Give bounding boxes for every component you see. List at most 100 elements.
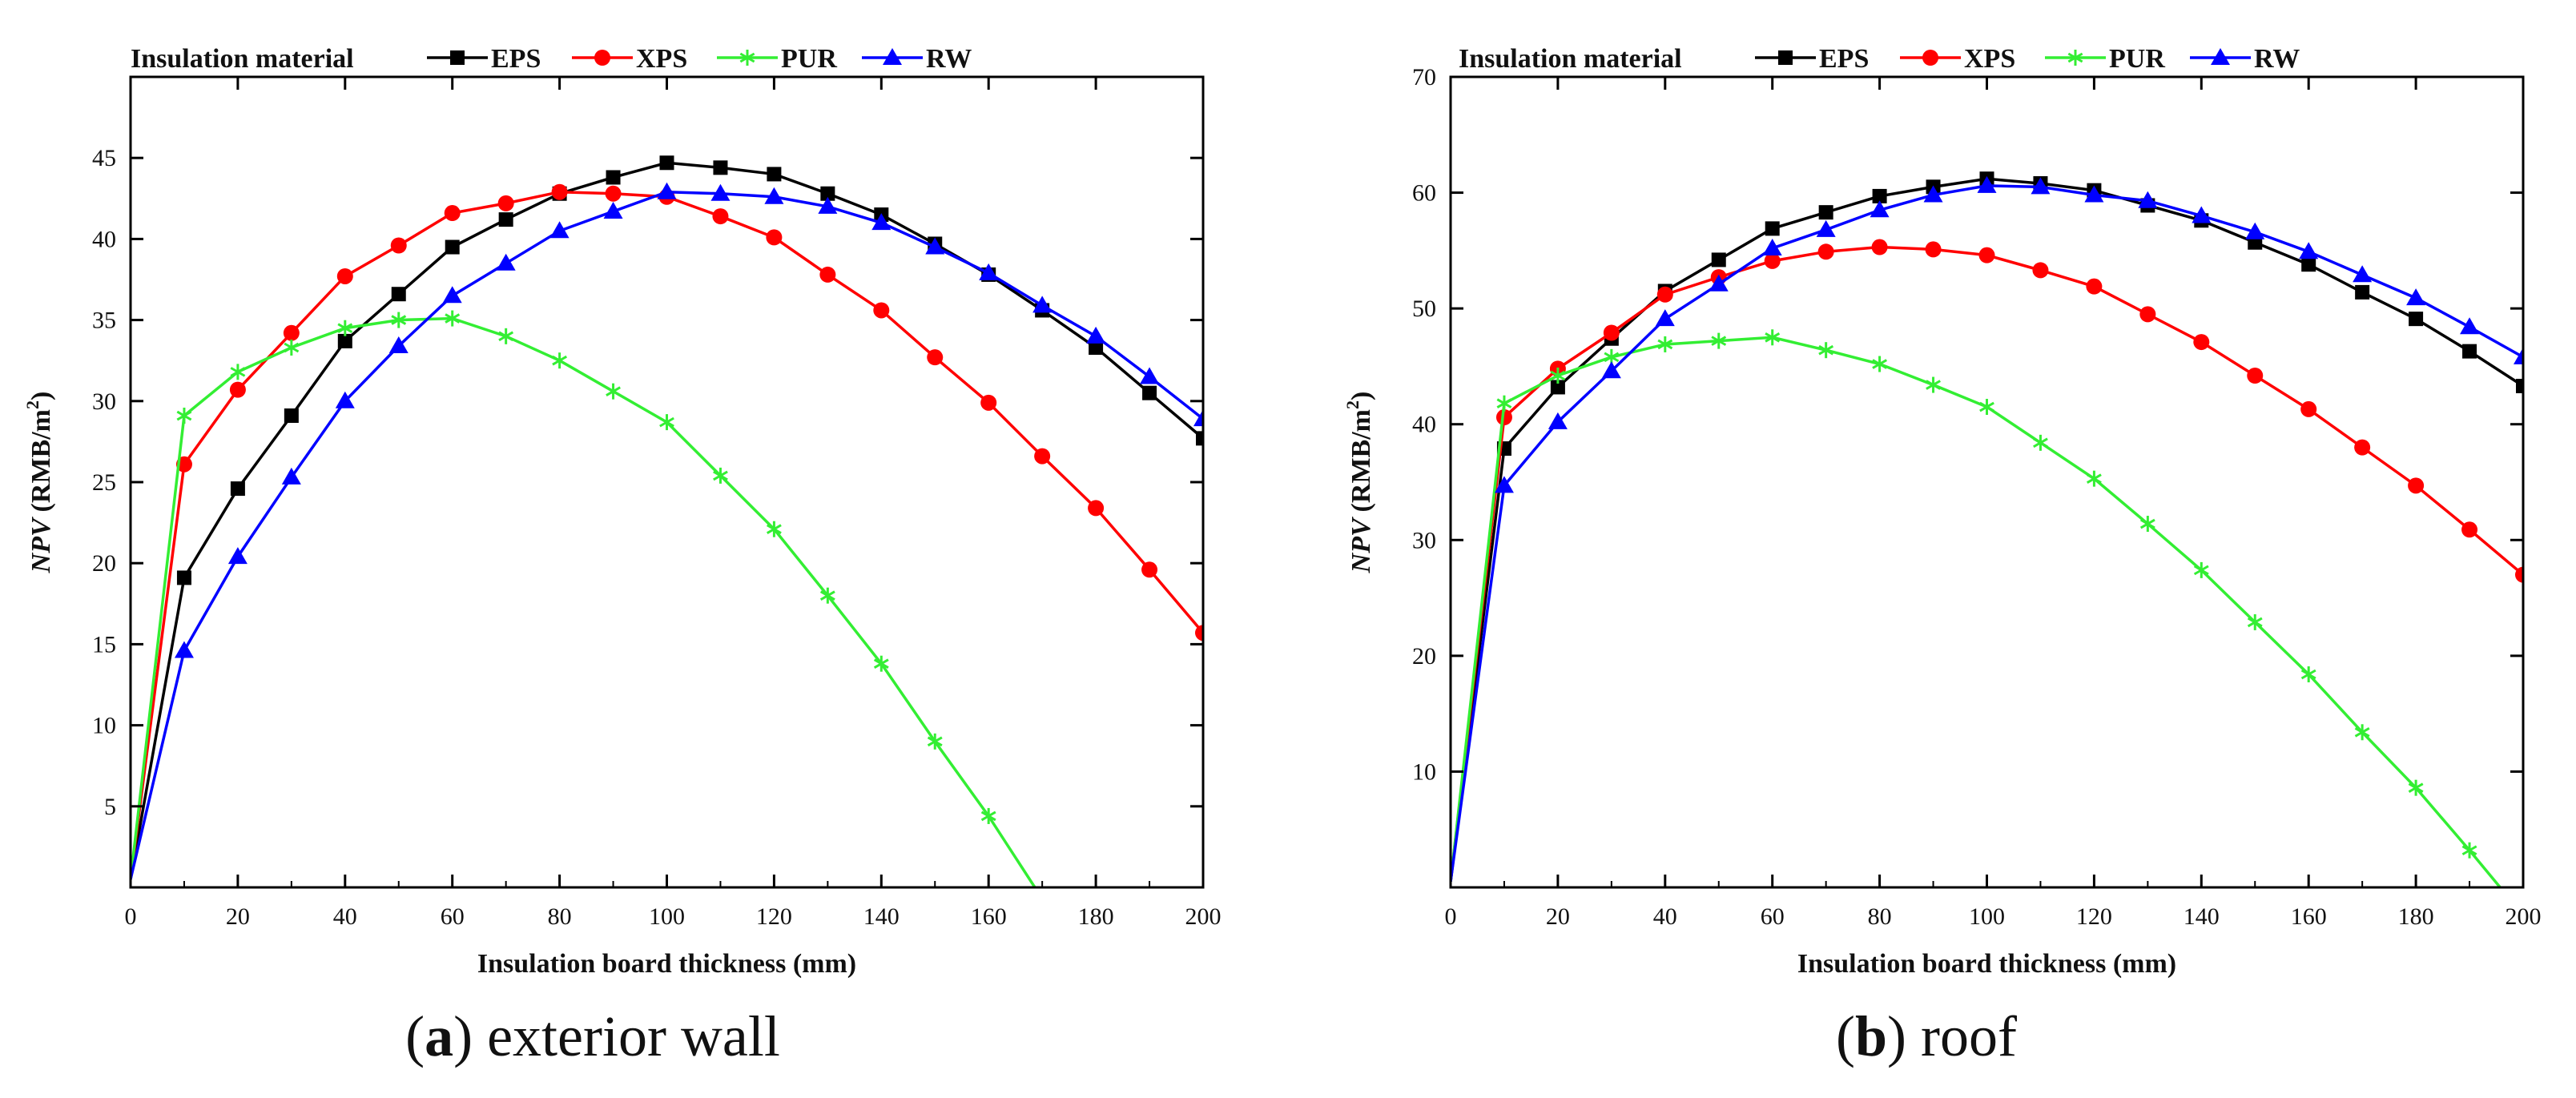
- x-axis-label: Insulation board thickness (mm): [1797, 949, 2176, 979]
- data-point-eps: [391, 287, 406, 302]
- data-point-rw: [1923, 185, 1943, 203]
- data-point-eps: [1818, 205, 1833, 220]
- y-tick-label: 35: [92, 308, 116, 334]
- data-point-rw: [174, 641, 194, 658]
- data-point-pur: [713, 467, 728, 484]
- y-tick-label: 40: [92, 226, 116, 252]
- data-point-xps: [229, 381, 246, 398]
- data-point-xps: [1656, 286, 1673, 303]
- x-tick-label: 40: [1653, 903, 1677, 930]
- data-point-xps: [1817, 243, 1834, 260]
- x-tick-label: 80: [548, 903, 572, 930]
- data-point-rw: [1655, 309, 1675, 327]
- data-point-eps: [767, 167, 782, 182]
- y-tick-label: 60: [1412, 180, 1436, 207]
- caption-letter: a: [425, 1004, 453, 1068]
- data-point-rw: [335, 391, 355, 408]
- data-point-rw: [1086, 326, 1106, 344]
- data-point-pur: [980, 807, 996, 824]
- data-point-xps: [980, 394, 997, 411]
- legend-item-xps: XPS: [572, 44, 687, 74]
- legend-item-eps: EPS: [427, 44, 541, 74]
- data-point-pur: [1765, 329, 1781, 346]
- data-point-rw: [1762, 238, 1782, 255]
- series-line-pur: [131, 316, 1037, 887]
- caption-paren-close: ): [453, 1004, 487, 1068]
- legend-label: PUR: [2109, 44, 2165, 74]
- data-point-xps: [1141, 561, 1158, 578]
- data-point-xps: [2354, 439, 2371, 456]
- x-tick-label: 120: [756, 903, 792, 930]
- y-axis-ticks: 5 10 15 20 25 30 35 40 45: [92, 145, 1203, 820]
- series-line-eps: [131, 161, 1203, 880]
- series-pur: [1451, 329, 2502, 887]
- plot-frame: [1449, 75, 2525, 889]
- data-point-rw: [1977, 175, 1997, 193]
- data-point-xps: [2408, 477, 2425, 494]
- data-point-xps: [2461, 521, 2478, 538]
- data-point-rw: [2192, 206, 2212, 223]
- data-point-eps: [2462, 344, 2477, 359]
- y-axis-label: NPV (RMB/m2): [1342, 392, 1376, 574]
- data-point-rw: [442, 286, 462, 304]
- y-tick-label: 70: [1412, 64, 1436, 90]
- data-point-pur: [2139, 516, 2155, 533]
- x-tick-label: 20: [1546, 903, 1570, 930]
- data-point-rw: [603, 201, 623, 219]
- y-tick-label: 50: [1412, 296, 1436, 322]
- data-point-pur: [176, 408, 192, 424]
- series-eps: [131, 155, 1203, 880]
- legend-item-rw: RW: [862, 44, 972, 74]
- legend-label: RW: [2254, 44, 2300, 74]
- data-point-rw: [818, 196, 838, 214]
- data-point-xps: [390, 237, 407, 254]
- caption-paren-open: (: [1836, 1004, 1855, 1068]
- y-axis-label-var: NPV: [26, 512, 56, 573]
- data-point-xps: [712, 208, 729, 225]
- caption-paren-close: ): [1887, 1004, 1921, 1068]
- data-point-pur: [2461, 842, 2477, 859]
- y-tick-label: 30: [1412, 527, 1436, 553]
- legend-label: EPS: [1819, 44, 1869, 74]
- y-tick-label: 10: [92, 713, 116, 739]
- data-point-pur: [1711, 332, 1727, 349]
- legend-marker: [450, 50, 465, 65]
- data-point-xps: [1088, 500, 1105, 517]
- data-point-rw: [1548, 412, 1568, 429]
- data-point-pur: [2300, 666, 2316, 682]
- x-tick-label: 180: [2398, 903, 2434, 930]
- x-tick-label: 160: [971, 903, 1007, 930]
- series-line-rw: [131, 190, 1203, 880]
- data-point-rw: [388, 336, 409, 353]
- data-point-rw: [496, 253, 516, 271]
- data-point-pur: [1550, 367, 1566, 384]
- legend-marker: [739, 50, 755, 66]
- series-group: [131, 155, 1203, 887]
- data-point-xps: [1925, 241, 1942, 258]
- series-rw: [1451, 175, 2523, 883]
- y-tick-label: 30: [92, 388, 116, 415]
- legend: Insulation material EPS XPS PUR RW: [1459, 44, 2300, 74]
- caption-text: exterior wall: [487, 1004, 780, 1068]
- data-point-pur: [552, 352, 568, 369]
- legend-marker: [1778, 50, 1793, 65]
- data-point-pur: [2354, 724, 2370, 741]
- data-point-rw: [925, 237, 945, 255]
- data-point-eps: [2409, 312, 2424, 327]
- data-point-rw: [979, 263, 999, 280]
- x-tick-label: 60: [1761, 903, 1785, 930]
- data-point-rw: [1032, 296, 1053, 313]
- legend-item-pur: PUR: [717, 44, 837, 74]
- data-point-xps: [2193, 334, 2210, 351]
- data-point-xps: [873, 302, 890, 319]
- series-xps: [131, 183, 1203, 880]
- y-axis-label-close: ): [26, 392, 56, 400]
- data-point-xps: [2247, 367, 2264, 384]
- y-tick-label: 40: [1412, 412, 1436, 438]
- data-point-xps: [283, 324, 300, 341]
- data-point-rw: [1193, 409, 1203, 427]
- data-point-pur: [445, 310, 461, 327]
- data-point-xps: [336, 267, 353, 284]
- data-point-eps: [2516, 379, 2523, 394]
